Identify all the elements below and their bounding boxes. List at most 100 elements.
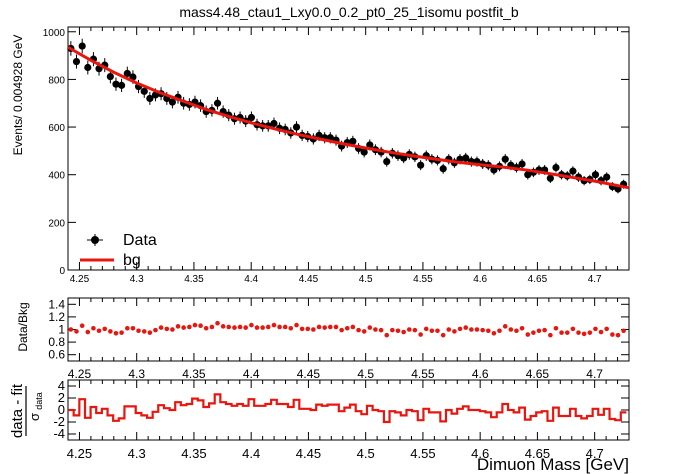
data-point xyxy=(117,81,126,89)
ratio-point xyxy=(333,324,339,330)
ratio-point xyxy=(559,330,564,335)
x-tick-label: 4.25 xyxy=(68,367,92,381)
data-point xyxy=(360,148,368,156)
ratio-point xyxy=(130,325,136,331)
ratio-point xyxy=(305,326,311,332)
ratio-point xyxy=(361,329,367,334)
ratio-point xyxy=(542,327,547,333)
ratio-point xyxy=(390,327,395,333)
ratio-point xyxy=(254,325,260,330)
data-point xyxy=(78,42,86,50)
ratio-point xyxy=(485,328,491,334)
pull-y-axis-label: data - fit σ data xyxy=(9,383,44,438)
pull-y-axis-label-numerator: data - fit xyxy=(9,383,26,438)
data-point xyxy=(270,119,278,128)
ratio-point xyxy=(260,325,265,330)
ratio-point xyxy=(91,325,96,331)
ratio-point xyxy=(598,329,604,335)
main-y-axis-label: Events/ 0.004928 GeV xyxy=(11,35,25,156)
data-point xyxy=(569,167,577,175)
data-point xyxy=(490,166,498,174)
ratio-point xyxy=(294,322,299,328)
data-point xyxy=(501,155,509,163)
ratio-point xyxy=(536,328,542,334)
data-point xyxy=(213,99,222,107)
legend-label-bg: bg xyxy=(123,252,141,269)
x-tick-label: 4.4 xyxy=(243,367,260,381)
ratio-point xyxy=(125,325,130,331)
data-point xyxy=(603,173,611,181)
x-tick-label: 4.45 xyxy=(299,274,319,285)
ratio-point xyxy=(593,326,598,332)
ratio-point xyxy=(531,330,536,335)
ratio-point xyxy=(68,327,74,332)
legend: Data bg xyxy=(80,232,157,269)
data-point xyxy=(146,94,154,103)
data-point xyxy=(552,163,560,172)
data-point xyxy=(247,113,256,122)
data-point xyxy=(439,165,447,173)
ratio-point xyxy=(108,329,113,334)
y-tick-label: 1.2 xyxy=(48,310,65,324)
ratio-point xyxy=(581,331,587,337)
ratio-point xyxy=(170,327,175,332)
ratio-point xyxy=(220,324,226,329)
ratio-point xyxy=(519,325,525,331)
ratio-point xyxy=(136,328,141,334)
y-tick-label: 0 xyxy=(59,266,65,277)
pull-y-axis-label-sigma: σ xyxy=(27,413,42,421)
x-tick-label: 4.7 xyxy=(586,446,604,461)
x-tick-label: 4.3 xyxy=(128,367,145,381)
data-point xyxy=(383,158,391,166)
ratio-point xyxy=(576,330,581,335)
y-tick-label: 0.8 xyxy=(48,335,65,349)
ratio-point xyxy=(147,330,153,335)
x-tick-label: 4.35 xyxy=(182,367,206,381)
data-point xyxy=(292,123,301,131)
ratio-point xyxy=(237,324,243,330)
ratio-point xyxy=(271,322,277,328)
ratio-point xyxy=(85,329,91,335)
ratio-point xyxy=(344,325,350,331)
ratio-point xyxy=(175,324,181,329)
data-point xyxy=(140,87,148,95)
x-tick-label: 4.4 xyxy=(244,274,258,285)
x-tick-label: 4.3 xyxy=(130,274,144,285)
data-point xyxy=(72,57,81,66)
ratio-point xyxy=(429,328,435,334)
ratio-point xyxy=(226,324,232,330)
x-tick-label: 4.55 xyxy=(413,274,433,285)
y-tick-label: 4 xyxy=(58,378,65,393)
ratio-point xyxy=(203,325,209,331)
ratio-point xyxy=(548,332,553,338)
ratio-point xyxy=(277,324,282,330)
ratio-point xyxy=(587,330,593,335)
ratio-point xyxy=(215,320,220,326)
x-tick-label: 4.35 xyxy=(184,274,204,285)
ratio-point xyxy=(141,329,147,334)
data-point xyxy=(84,63,92,72)
y-tick-label: 1.4 xyxy=(48,297,65,311)
x-tick-label: 4.55 xyxy=(411,367,435,381)
y-tick-label: -4 xyxy=(53,426,65,441)
x-tick-label: 4.35 xyxy=(181,446,206,461)
x-tick-label: 4.55 xyxy=(410,446,435,461)
x-tick-label: 4.45 xyxy=(297,367,321,381)
ratio-point xyxy=(497,328,502,334)
ratio-point xyxy=(469,327,474,332)
ratio-point xyxy=(243,325,248,330)
data-point xyxy=(462,154,470,162)
ratio-point xyxy=(79,323,85,329)
x-axis-label: Dimuon Mass [GeV] xyxy=(477,455,629,474)
pull-y-axis-label-subscript: data xyxy=(34,392,44,410)
y-tick-label: 600 xyxy=(48,123,65,134)
y-tick-label: 200 xyxy=(48,218,65,229)
x-tick-label: 4.65 xyxy=(528,274,548,285)
ratio-plot-panel: 4.25 4.3 4.35 4.4 4.45 4.5 4.55 4.6 4.65 4.7 0.60.… xyxy=(48,297,630,381)
data-point xyxy=(591,171,600,179)
x-tick-label: 4.45 xyxy=(296,446,321,461)
ratio-point xyxy=(209,324,215,330)
ratio-point xyxy=(491,330,497,336)
ratio-point xyxy=(610,332,615,337)
ratio-point xyxy=(198,323,203,329)
